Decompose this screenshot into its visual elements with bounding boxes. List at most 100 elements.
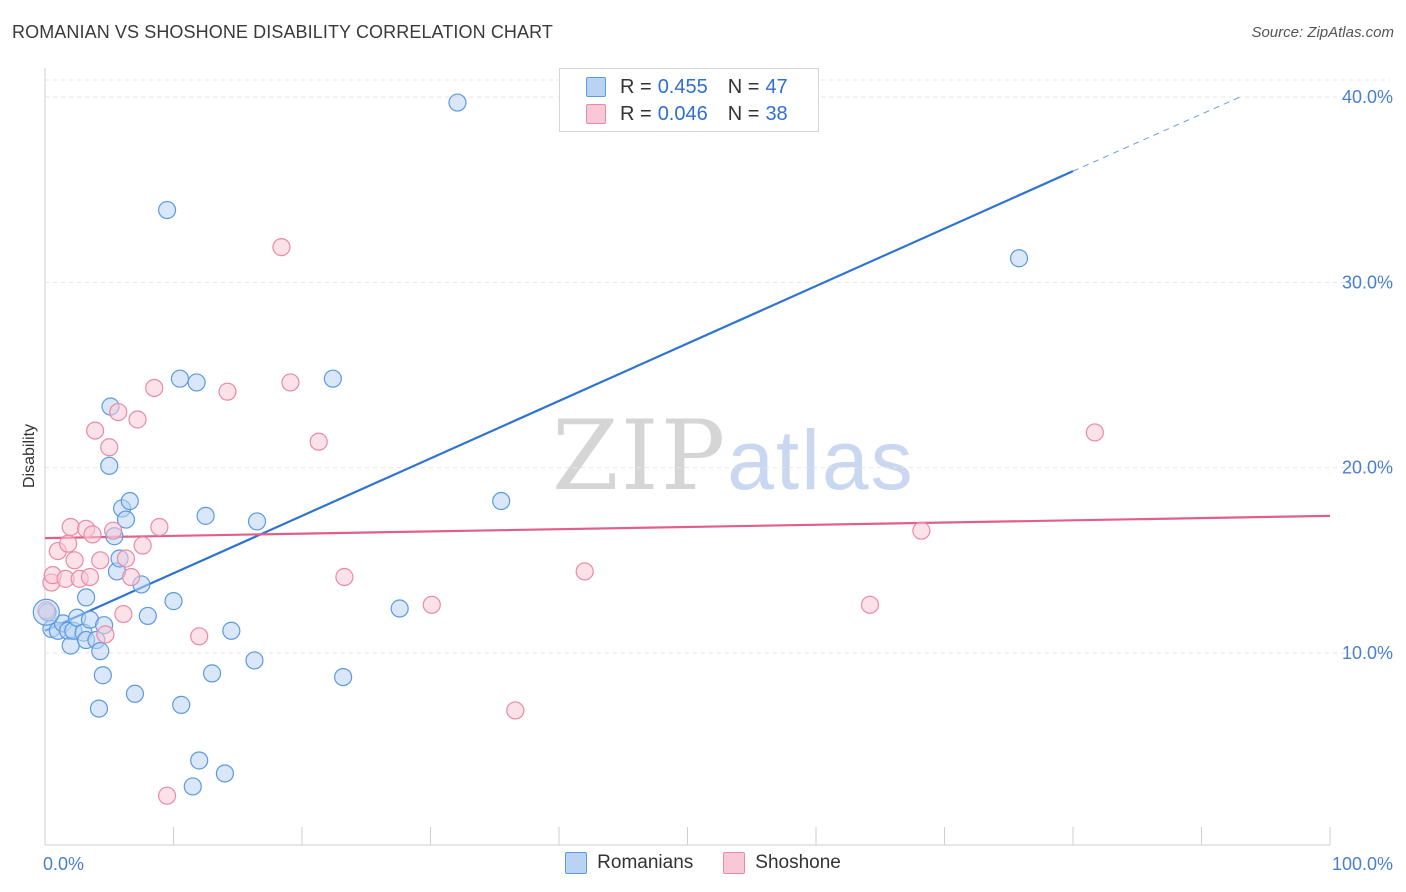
point-shoshone-35 [912, 521, 931, 540]
point-shoshone-18 [116, 549, 136, 568]
point-romanians-large [32, 598, 60, 626]
legend-swatch-shoshone [586, 104, 606, 124]
point-shoshone-30 [335, 567, 354, 587]
point-shoshone-13 [96, 625, 115, 644]
point-romanians-23 [116, 510, 136, 529]
point-romanians-31 [172, 695, 191, 714]
legend-swatch-romanians [565, 852, 588, 874]
x-tick-label-100: 100.0% [1332, 854, 1393, 874]
axes [44, 68, 1331, 846]
point-romanians-5 [61, 636, 80, 655]
legend-r-value-shoshone: 0.046 [657, 102, 708, 125]
watermark: ZIPatlas [552, 400, 915, 512]
point-romanians-36 [202, 664, 222, 683]
data-points [32, 93, 1104, 805]
point-romanians-17 [100, 456, 119, 475]
point-romanians-24 [120, 491, 139, 511]
watermark-atlas: atlas [727, 413, 915, 507]
point-romanians-44 [448, 93, 467, 112]
point-shoshone-28 [281, 373, 300, 392]
trend-line-romanians-extension [1072, 96, 1241, 172]
trend-line-shoshone [44, 514, 1331, 540]
grid-lines [45, 79, 1390, 654]
point-romanians-37 [215, 764, 234, 783]
point-romanians-43 [390, 599, 409, 618]
legend-item-romanians[interactable]: Romanians [565, 852, 693, 874]
legend-label-romanians: Romanians [597, 852, 694, 873]
legend-label-shoshone: Shoshone [755, 852, 841, 873]
legend-n-label: N = [727, 102, 760, 125]
legend-row-shoshone: R = 0.046 N = 38 [586, 101, 788, 127]
legend-r-value-romanians: 0.455 [657, 75, 708, 98]
watermark-zip: ZIP [552, 400, 728, 512]
point-romanians-40 [247, 512, 267, 531]
trend-line-romanians [44, 170, 1074, 632]
legend-row-romanians: R = 0.455 N = 47 [586, 74, 788, 100]
stats-legend: R = 0.455 N = 47 R = 0.046 N = 38 [559, 68, 819, 132]
chart-title: ROMANIAN VS SHOSHONE DISABILITY CORRELAT… [12, 22, 553, 42]
point-shoshone-20 [128, 410, 147, 429]
point-shoshone-14 [100, 438, 119, 457]
point-shoshone-29 [309, 432, 328, 451]
y-tick-label-30: 30.0% [1342, 272, 1393, 292]
point-shoshone-27 [272, 238, 291, 257]
point-romanians-15 [89, 699, 109, 718]
point-shoshone-34 [860, 595, 880, 614]
y-tick-label-10: 10.0% [1342, 643, 1393, 663]
point-romanians-34 [190, 751, 209, 770]
point-shoshone-15 [104, 521, 123, 540]
point-romanians-46 [1009, 249, 1029, 268]
point-shoshone-12 [91, 551, 110, 570]
point-shoshone-19 [121, 567, 141, 587]
point-romanians-29 [164, 592, 183, 611]
point-romanians-33 [187, 373, 206, 392]
point-shoshone-36 [1085, 423, 1104, 442]
point-shoshone-23 [150, 517, 169, 537]
point-romanians-42 [334, 667, 353, 687]
point-shoshone-24 [157, 786, 177, 805]
point-romanians-28 [157, 200, 177, 220]
y-tick-label-40: 40.0% [1342, 87, 1393, 107]
point-romanians-30 [170, 369, 190, 388]
legend-swatch-romanians [586, 77, 606, 97]
point-romanians-39 [245, 651, 264, 670]
legend-n-value-romanians: 47 [765, 75, 788, 98]
point-romanians-13 [91, 642, 110, 661]
series-legend: Romanians Shoshone [0, 852, 1406, 874]
point-romanians-41 [323, 369, 342, 388]
point-shoshone-10 [83, 525, 102, 544]
point-shoshone-11 [86, 421, 105, 440]
point-shoshone-26 [218, 382, 237, 401]
point-romanians-25 [125, 684, 145, 703]
point-shoshone-9 [80, 567, 100, 587]
chart-source: Source: ZipAtlas.com [1251, 24, 1394, 41]
point-romanians-45 [492, 491, 511, 511]
point-romanians-11 [77, 588, 96, 607]
x-tick-label-0: 0.0% [43, 854, 84, 874]
point-shoshone-4 [59, 534, 78, 553]
point-romanians-14 [93, 666, 112, 685]
point-shoshone-5 [61, 517, 80, 537]
point-shoshone-25 [190, 627, 209, 646]
point-romanians-27 [138, 606, 157, 626]
legend-n-label: N = [727, 75, 760, 98]
point-romanians-32 [183, 777, 202, 796]
point-shoshone-21 [133, 536, 152, 555]
point-shoshone-16 [109, 402, 128, 422]
point-shoshone-33 [506, 701, 525, 720]
y-tick-label-20: 20.0% [1342, 458, 1393, 478]
legend-swatch-shoshone [723, 852, 746, 874]
point-romanians-35 [196, 506, 215, 525]
point-shoshone-31 [422, 595, 441, 614]
legend-item-shoshone[interactable]: Shoshone [723, 852, 841, 874]
y-axis-label: Disability [21, 424, 38, 488]
point-shoshone-6 [65, 551, 84, 570]
legend-r-label: R = [620, 102, 652, 125]
point-romanians-38 [222, 621, 241, 640]
point-shoshone-17 [114, 604, 133, 624]
trend-lines [44, 96, 1331, 632]
legend-r-label: R = [620, 75, 652, 98]
axis-labels: Disability 10.0% 20.0% 30.0% 40.0% 0.0% 100.0… [21, 87, 1393, 874]
point-shoshone-22 [145, 378, 164, 398]
